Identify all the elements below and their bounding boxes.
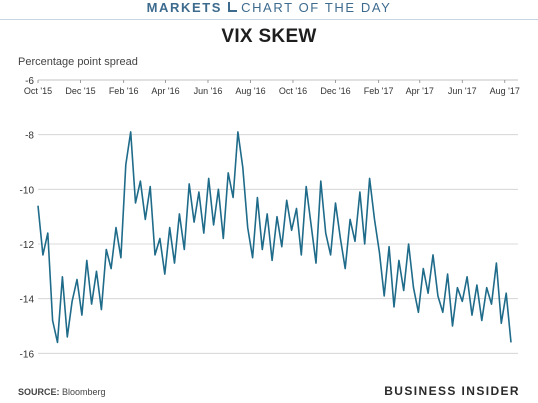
x-tick-label: Jun '16 (194, 86, 223, 96)
x-axis-ticks: Oct '15 Dec '15 Feb '16 Apr '16 Jun '16 Aug '… (24, 80, 520, 96)
y-tick-label: -6 (25, 76, 34, 87)
y-tick-label: -10 (20, 185, 35, 196)
source-label: SOURCE: (18, 387, 60, 397)
section-name: CHART OF THE DAY (241, 0, 392, 15)
x-tick-label: Feb '16 (109, 86, 139, 96)
x-tick-label: Feb '17 (364, 86, 394, 96)
series-layer (37, 131, 512, 344)
chart-title: VIX SKEW (221, 26, 317, 47)
y-axis-ticks: -6 -8 -10 -12 -14 -16 (20, 76, 35, 360)
x-tick-label: Dec '15 (65, 86, 95, 96)
x-tick-label: Oct '15 (24, 86, 52, 96)
y-axis-label: Percentage point spread (18, 56, 138, 68)
y-tick-label: -12 (20, 240, 35, 251)
y-tick-label: -8 (25, 131, 34, 142)
x-tick-label: Apr '16 (151, 86, 179, 96)
x-tick-label: Aug '16 (235, 86, 265, 96)
series-line (37, 131, 512, 344)
x-tick-label: Oct '16 (279, 86, 307, 96)
masthead-divider (0, 19, 538, 20)
publisher-logo: BUSINESS INSIDER (384, 384, 520, 398)
y-tick-label: -16 (20, 349, 35, 360)
y-tick-label: -14 (20, 295, 35, 306)
masthead: MARKETS CHART OF THE DAY (0, 0, 538, 18)
x-tick-label: Apr '17 (406, 86, 434, 96)
x-tick-label: Jun '17 (448, 86, 477, 96)
x-tick-label: Aug '17 (490, 86, 520, 96)
source-value: Bloomberg (62, 387, 106, 397)
brand-name: MARKETS (146, 0, 223, 15)
grid (38, 79, 518, 354)
chart-icon (228, 2, 238, 12)
x-tick-label: Dec '16 (320, 86, 350, 96)
source-note: SOURCE: Bloomberg (18, 387, 106, 397)
